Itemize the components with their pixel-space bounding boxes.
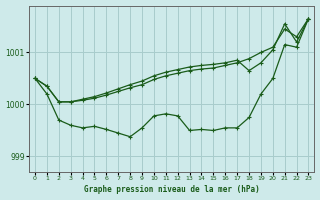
X-axis label: Graphe pression niveau de la mer (hPa): Graphe pression niveau de la mer (hPa) [84,185,260,194]
